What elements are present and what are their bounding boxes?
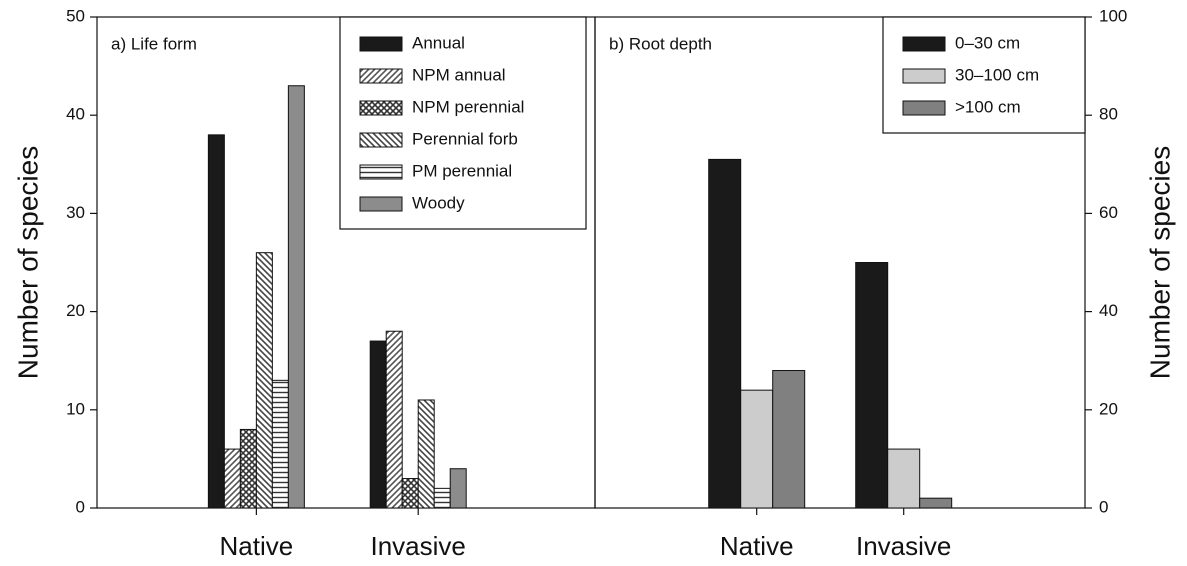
legend-swatch bbox=[902, 100, 946, 116]
bar bbox=[207, 134, 225, 509]
panel-title: a) Life form bbox=[111, 34, 197, 53]
bar bbox=[919, 497, 953, 509]
x-tick-label: Invasive bbox=[856, 531, 951, 561]
bar bbox=[708, 158, 742, 509]
bar bbox=[401, 478, 419, 509]
legend-label: Perennial forb bbox=[412, 129, 518, 148]
y-tick-label: 60 bbox=[1099, 203, 1118, 222]
legend-swatch bbox=[359, 132, 403, 148]
x-tick-label: Native bbox=[220, 531, 294, 561]
y-tick-label: 0 bbox=[1099, 497, 1108, 516]
legend-label: >100 cm bbox=[955, 97, 1021, 116]
legend-swatch bbox=[902, 68, 946, 84]
y-tick-label: 20 bbox=[1099, 399, 1118, 418]
y-tick-label: 50 bbox=[66, 6, 85, 25]
bar bbox=[433, 487, 451, 509]
bar bbox=[772, 370, 806, 509]
legend-label: NPM annual bbox=[412, 65, 506, 84]
bar bbox=[239, 428, 257, 509]
legend-label: Woody bbox=[412, 193, 465, 212]
bar bbox=[255, 252, 273, 509]
legend-label: 30–100 cm bbox=[955, 65, 1039, 84]
bar bbox=[287, 85, 305, 509]
bar bbox=[369, 340, 387, 509]
x-tick-label: Invasive bbox=[371, 531, 466, 561]
bar bbox=[385, 330, 403, 509]
legend-label: NPM perennial bbox=[412, 97, 524, 116]
y-tick-label: 40 bbox=[1099, 301, 1118, 320]
bar bbox=[417, 399, 435, 509]
y-tick-label: 80 bbox=[1099, 105, 1118, 124]
x-tick-label: Native bbox=[720, 531, 794, 561]
y-tick-label: 20 bbox=[66, 301, 85, 320]
y-axis-label: Number of species bbox=[1144, 146, 1175, 379]
y-axis-label: Number of species bbox=[12, 146, 43, 379]
bar bbox=[740, 389, 774, 509]
y-tick-label: 40 bbox=[66, 105, 85, 124]
bar bbox=[449, 468, 467, 509]
bar bbox=[271, 379, 289, 509]
legend-swatch bbox=[359, 68, 403, 84]
legend-label: PM perennial bbox=[412, 161, 512, 180]
y-tick-label: 0 bbox=[76, 497, 85, 516]
legend-swatch bbox=[359, 100, 403, 116]
legend-label: 0–30 cm bbox=[955, 33, 1020, 52]
legend-swatch bbox=[359, 196, 403, 212]
panel-title: b) Root depth bbox=[609, 34, 712, 53]
bar bbox=[223, 448, 241, 509]
bar bbox=[855, 262, 889, 509]
legend-label: Annual bbox=[412, 33, 465, 52]
y-tick-label: 100 bbox=[1099, 6, 1127, 25]
bar bbox=[887, 448, 921, 509]
plot-frame bbox=[594, 16, 1086, 509]
legend-swatch bbox=[359, 36, 403, 52]
y-tick-label: 30 bbox=[66, 203, 85, 222]
y-tick-label: 10 bbox=[66, 399, 85, 418]
legend-box bbox=[339, 16, 587, 230]
legend-swatch bbox=[902, 36, 946, 52]
legend-swatch bbox=[359, 164, 403, 180]
